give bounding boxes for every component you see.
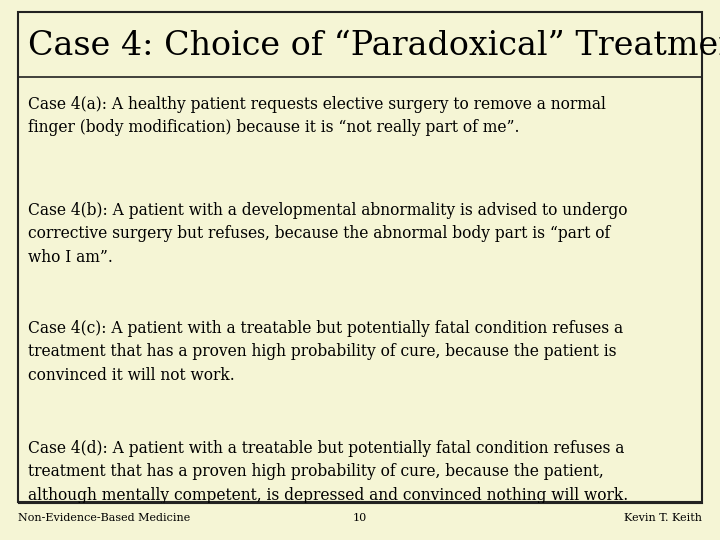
Text: Case 4(d): A patient with a treatable but potentially fatal condition refuses a
: Case 4(d): A patient with a treatable bu… xyxy=(28,440,629,504)
Text: Case 4: Choice of “Paradoxical” Treatments: Case 4: Choice of “Paradoxical” Treatmen… xyxy=(28,30,720,62)
Text: 10: 10 xyxy=(353,513,367,523)
Text: Kevin T. Keith: Kevin T. Keith xyxy=(624,513,702,523)
Text: Case 4(a): A healthy patient requests elective surgery to remove a normal
finger: Case 4(a): A healthy patient requests el… xyxy=(28,96,606,137)
Text: Case 4(b): A patient with a developmental abnormality is advised to undergo
corr: Case 4(b): A patient with a developmenta… xyxy=(28,202,628,266)
Text: Case 4(c): A patient with a treatable but potentially fatal condition refuses a
: Case 4(c): A patient with a treatable bu… xyxy=(28,320,623,384)
Text: Non-Evidence-Based Medicine: Non-Evidence-Based Medicine xyxy=(18,513,190,523)
